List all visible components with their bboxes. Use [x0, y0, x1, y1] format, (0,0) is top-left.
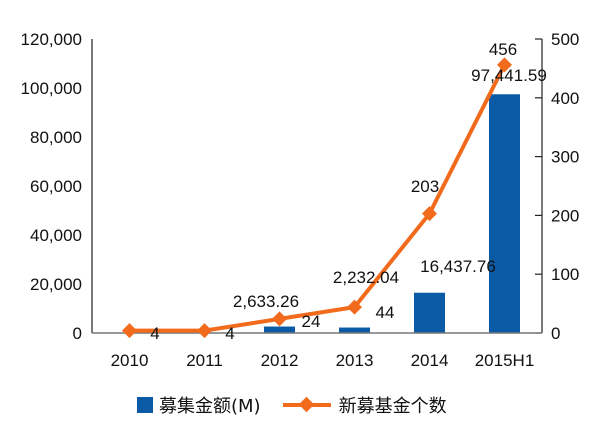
diamond-marker-icon: [347, 299, 362, 315]
bar: [489, 94, 520, 334]
x-tick-label: 2011: [186, 351, 223, 370]
bar: [339, 327, 370, 333]
left-tick-label: 20,000: [30, 275, 82, 294]
legend-bar-label: 募集金额(M): [159, 396, 261, 417]
x-axis: 2010 2011 2012 2013 2014 2015H1: [92, 332, 542, 370]
diamond-marker-icon: [422, 206, 437, 222]
x-tick-label: 2012: [261, 351, 299, 370]
combo-chart: 020,00040,00060,00080,000100,000120,000 …: [21, 30, 580, 370]
left-tick-label: 60,000: [30, 177, 82, 196]
right-tick-label: 200: [551, 206, 579, 225]
line-value-label: 456: [489, 40, 517, 59]
bar-value-label: 2,232.04: [333, 268, 399, 287]
bar: [414, 292, 445, 333]
right-tick-label: 100: [551, 265, 579, 284]
x-tick-label: 2010: [111, 351, 149, 370]
right-y-axis: 0 100 200 300 400 500: [535, 30, 579, 343]
legend: 募集金额(M) 新募基金个数: [137, 392, 469, 418]
line-value-label: 24: [302, 312, 321, 331]
diamond-marker-icon: [497, 57, 512, 73]
line-series-new-funds: [122, 57, 512, 339]
bar-value-label: 16,437.76: [420, 257, 496, 276]
left-tick-label: 100,000: [21, 79, 82, 98]
diamond-marker-icon: [122, 323, 137, 339]
diamond-marker-icon: [197, 323, 212, 339]
bar-series-fundraising: [264, 94, 520, 334]
line-value-label: 4: [225, 324, 234, 343]
x-tick-label: 2015H1: [475, 351, 535, 370]
right-tick-label: 300: [551, 148, 579, 167]
bar-swatch-icon: [137, 397, 153, 413]
right-tick-label: 500: [551, 30, 579, 49]
left-tick-label: 120,000: [21, 30, 82, 49]
left-tick-label: 40,000: [30, 226, 82, 245]
right-tick-label: 0: [551, 324, 560, 343]
bar-value-label: 2,633.26: [233, 292, 299, 311]
diamond-marker-icon: [272, 311, 287, 327]
legend-item-bar: 募集金额(M): [137, 392, 261, 418]
legend-line-label: 新募基金个数: [338, 396, 447, 417]
line-value-label: 44: [376, 303, 395, 322]
left-y-axis: 0 20,000 40,000 60,000 80,000 100,000 120,000: [21, 30, 93, 343]
x-tick-label: 2014: [411, 351, 449, 370]
bar: [264, 326, 295, 333]
left-tick-label: 80,000: [30, 128, 82, 147]
x-tick-label: 2013: [336, 351, 374, 370]
bar-value-label: 97,441.59: [471, 66, 547, 85]
legend-item-line: 新募基金个数: [282, 392, 447, 418]
left-tick-label: 0: [73, 324, 82, 343]
line-value-label: 4: [150, 324, 159, 343]
right-tick-label: 400: [551, 89, 579, 108]
line-value-label: 203: [411, 177, 439, 196]
line-diamond-swatch-icon: [282, 396, 331, 413]
